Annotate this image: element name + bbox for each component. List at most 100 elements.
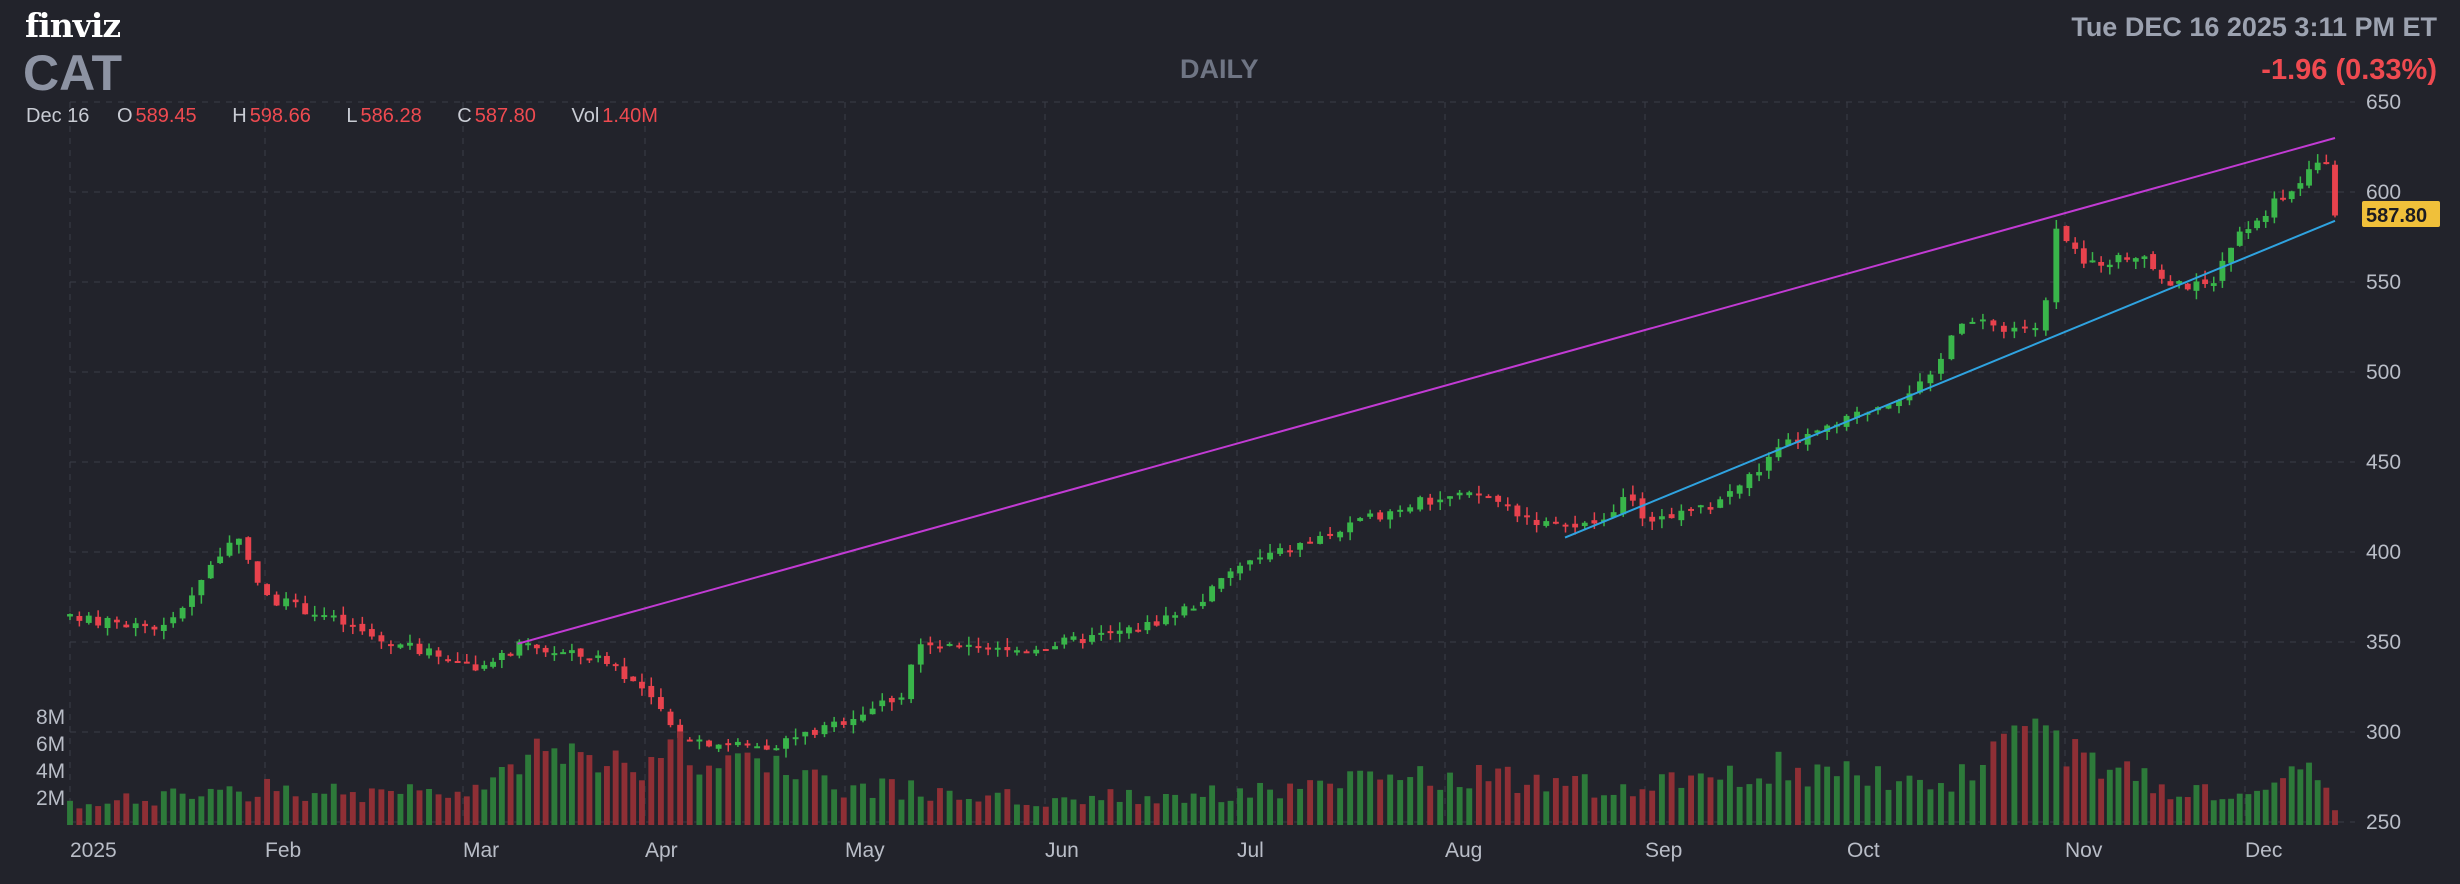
volume-bar bbox=[802, 770, 809, 825]
volume-bar bbox=[1042, 806, 1049, 825]
candle-body bbox=[2053, 228, 2060, 303]
candle-body bbox=[1107, 631, 1114, 634]
candle-body bbox=[595, 655, 602, 658]
candle-body bbox=[603, 655, 610, 664]
volume-bar bbox=[927, 800, 934, 825]
volume-bar bbox=[2228, 798, 2235, 825]
candle-body bbox=[568, 650, 575, 654]
volume-bar bbox=[1485, 781, 1492, 825]
volume-bar bbox=[1514, 792, 1521, 825]
volume-bar bbox=[1756, 778, 1763, 825]
candle-body bbox=[994, 647, 1001, 650]
candle-body bbox=[754, 746, 761, 749]
ticker-symbol: CAT bbox=[23, 45, 123, 101]
candle-body bbox=[76, 616, 83, 621]
volume-bar bbox=[946, 790, 953, 825]
candle-body bbox=[1417, 497, 1424, 510]
candle-body bbox=[254, 561, 261, 583]
candle-body bbox=[657, 697, 664, 710]
volume-bar bbox=[2042, 725, 2049, 825]
candle-body bbox=[821, 725, 828, 735]
candle-body bbox=[648, 685, 655, 698]
y-tick-label: 450 bbox=[2366, 451, 2401, 474]
volume-bar bbox=[1688, 775, 1695, 825]
volume-bar bbox=[516, 774, 523, 825]
volume-bar bbox=[2072, 739, 2079, 825]
volume-bar bbox=[542, 751, 549, 825]
volume-bar bbox=[1591, 797, 1598, 825]
volume-bar bbox=[1668, 772, 1675, 825]
volume-bar bbox=[2219, 799, 2226, 825]
volume-bar bbox=[639, 780, 645, 825]
candle-body bbox=[1804, 433, 1811, 445]
candle-body bbox=[1387, 511, 1394, 520]
volume-bar bbox=[113, 800, 120, 825]
candle-body bbox=[1979, 319, 1986, 322]
volume-bar bbox=[179, 793, 186, 825]
candle-body bbox=[1307, 541, 1314, 544]
candle-body bbox=[706, 740, 712, 747]
volume-bar bbox=[1079, 804, 1086, 825]
candle-body bbox=[179, 607, 186, 619]
candle-body bbox=[2021, 326, 2028, 329]
volume-bar bbox=[1181, 802, 1188, 825]
volume-bar bbox=[2132, 780, 2139, 825]
volume-bar bbox=[1543, 791, 1550, 825]
candle-body bbox=[1917, 381, 1923, 393]
candle-body bbox=[1562, 524, 1569, 527]
candle-body bbox=[1181, 606, 1188, 616]
volume-bar bbox=[67, 800, 73, 825]
finviz-logo[interactable]: finviz bbox=[25, 6, 121, 45]
volume-bar bbox=[1317, 780, 1324, 825]
volume-bar bbox=[696, 774, 703, 825]
volume-bar bbox=[1854, 775, 1860, 825]
volume-bar bbox=[2115, 767, 2122, 825]
volume-bar bbox=[1004, 789, 1011, 825]
candle-body bbox=[1023, 651, 1030, 654]
volume-bar bbox=[1906, 775, 1913, 825]
volume-bar bbox=[1864, 785, 1871, 825]
candle-body bbox=[725, 743, 732, 746]
volume-label: Vol bbox=[571, 105, 600, 127]
x-tick-label: Apr bbox=[645, 839, 678, 862]
volume-bar bbox=[2098, 778, 2105, 825]
volume-bar bbox=[1795, 767, 1801, 825]
candle-body bbox=[1746, 474, 1753, 489]
candle-body bbox=[330, 615, 337, 618]
candle-body bbox=[1004, 647, 1011, 651]
volume-bar bbox=[254, 796, 261, 825]
candle-body bbox=[1014, 650, 1020, 653]
candle-body bbox=[639, 681, 645, 689]
candle-body bbox=[2288, 191, 2295, 200]
volume-bar bbox=[1089, 795, 1095, 825]
candle-body bbox=[67, 614, 73, 617]
volume-bar bbox=[1172, 794, 1179, 825]
volume-bar bbox=[1237, 788, 1243, 825]
volume-bar bbox=[1717, 779, 1724, 825]
candle-body bbox=[123, 624, 130, 628]
volume-bar bbox=[783, 775, 789, 825]
candle-body bbox=[1572, 523, 1579, 528]
volume-bar bbox=[734, 753, 741, 825]
volume-bar bbox=[132, 803, 139, 825]
volume-bar bbox=[2021, 726, 2028, 825]
candle-body bbox=[1495, 495, 1502, 502]
candle-body bbox=[2202, 279, 2209, 285]
candle-body bbox=[1969, 321, 1976, 324]
volume-bar bbox=[2106, 769, 2113, 825]
volume-bar bbox=[2306, 762, 2312, 825]
candle-body bbox=[387, 644, 394, 647]
candle-body bbox=[1098, 632, 1105, 635]
volume-bar bbox=[507, 764, 514, 825]
candle-body bbox=[734, 741, 741, 746]
high-label: H bbox=[232, 105, 247, 127]
datetime-label: Tue DEC 16 2025 3:11 PM ET bbox=[2071, 12, 2437, 42]
volume-bar bbox=[879, 778, 886, 825]
volume-value: 1.40M bbox=[602, 105, 658, 127]
volume-bar bbox=[1562, 785, 1569, 825]
volume-bar bbox=[840, 797, 847, 825]
candle-body bbox=[1514, 505, 1521, 517]
candle-body bbox=[368, 629, 375, 637]
candle-body bbox=[1990, 320, 1997, 326]
